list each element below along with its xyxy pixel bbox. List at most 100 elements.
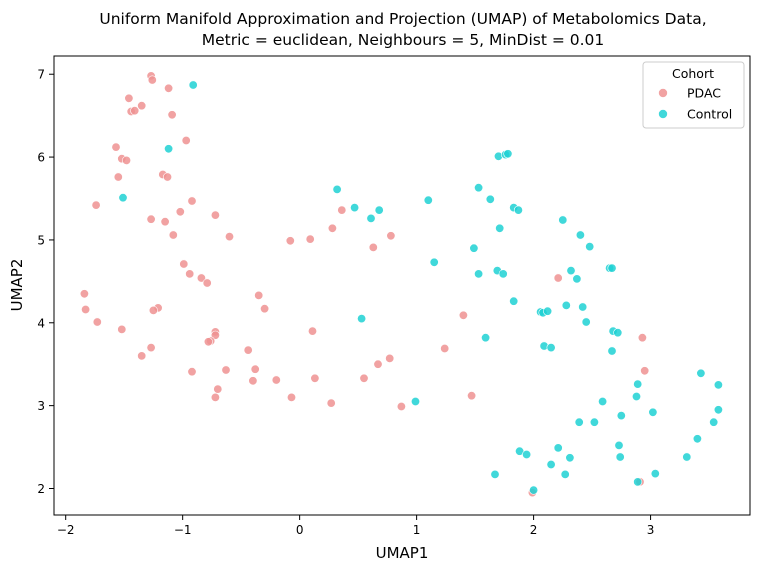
y-tick-label: 7 [37, 68, 45, 82]
point-control-43 [633, 379, 643, 389]
y-tick-label: 4 [37, 316, 45, 330]
point-pdac-28 [386, 231, 396, 241]
x-tick-label: 0 [296, 523, 304, 537]
point-pdac-54 [248, 376, 258, 386]
point-control-63 [560, 469, 570, 479]
point-control-37 [481, 333, 491, 343]
legend-label-pdac: PDAC [687, 86, 721, 101]
plot-frame [53, 55, 751, 516]
point-pdac-51 [187, 367, 197, 377]
point-pdac-53 [210, 392, 220, 402]
point-pdac-39 [92, 317, 102, 327]
point-control-48 [696, 368, 706, 378]
y-axis-ticks: 2 3 4 5 6 7 [37, 68, 54, 496]
point-control-49 [713, 380, 723, 390]
point-pdac-12 [113, 172, 123, 182]
point-pdac-3 [124, 93, 134, 103]
point-pdac-59 [385, 353, 395, 363]
point-pdac-58 [373, 359, 383, 369]
point-pdac-21 [168, 230, 178, 240]
point-pdac-15 [187, 196, 197, 206]
legend-title: Cohort [672, 66, 714, 81]
point-pdac-49 [221, 365, 231, 375]
point-pdac-32 [202, 278, 212, 288]
point-control-29 [572, 274, 582, 284]
point-pdac-23 [285, 236, 295, 246]
point-pdac-14 [163, 172, 173, 182]
point-control-57 [553, 443, 563, 453]
point-pdac-17 [175, 207, 185, 217]
point-control-15 [485, 194, 495, 204]
point-control-5 [366, 213, 376, 223]
x-tick-label: 1 [413, 523, 421, 537]
legend-marker-control [658, 109, 668, 119]
plot-area [54, 56, 750, 515]
point-control-59 [614, 440, 624, 450]
point-control-18 [558, 215, 568, 225]
point-pdac-26 [337, 205, 347, 215]
point-pdac-38 [260, 304, 270, 314]
point-control-39 [613, 328, 623, 338]
point-pdac-55 [271, 375, 281, 385]
point-control-45 [631, 391, 641, 401]
point-pdac-60 [286, 392, 296, 402]
point-pdac-50 [250, 364, 260, 374]
point-control-61 [682, 452, 692, 462]
point-pdac-40 [117, 324, 127, 334]
point-pdac-27 [368, 242, 378, 252]
legend-marker-pdac [658, 88, 668, 98]
point-pdac-2 [164, 83, 174, 93]
point-control-33 [543, 306, 553, 316]
point-pdac-37 [148, 305, 158, 315]
point-control-8 [429, 257, 439, 267]
legend-box [642, 61, 745, 129]
y-tick-label: 3 [37, 399, 45, 413]
point-control-2 [118, 193, 128, 203]
point-control-10 [410, 396, 420, 406]
point-pdac-57 [359, 373, 369, 383]
point-control-34 [561, 300, 571, 310]
point-control-17 [513, 205, 523, 215]
point-pdac-25 [327, 223, 337, 233]
point-control-65 [650, 469, 660, 479]
x-tick-label: −2 [57, 523, 75, 537]
point-control-42 [607, 346, 617, 356]
point-control-44 [598, 396, 608, 406]
point-control-62 [546, 459, 556, 469]
point-control-60 [615, 452, 625, 462]
legend: Cohort PDAC Control [642, 61, 745, 129]
point-control-54 [692, 434, 702, 444]
point-pdac-42 [210, 330, 220, 340]
point-control-22 [585, 242, 595, 252]
point-control-41 [546, 343, 556, 353]
point-pdac-1 [147, 75, 157, 85]
x-tick-label: 2 [530, 523, 538, 537]
point-pdac-7 [167, 110, 177, 120]
point-pdac-66 [553, 273, 563, 283]
point-pdac-31 [196, 273, 206, 283]
point-pdac-35 [81, 304, 91, 314]
y-tick-label: 6 [37, 151, 45, 165]
point-pdac-63 [440, 343, 450, 353]
point-control-14 [474, 183, 484, 193]
point-control-19 [495, 223, 505, 233]
point-control-47 [648, 407, 658, 417]
point-pdac-22 [225, 232, 235, 242]
point-pdac-68 [640, 366, 650, 376]
point-control-25 [498, 269, 508, 279]
point-pdac-46 [146, 343, 156, 353]
point-control-35 [578, 302, 588, 312]
x-tick-label: −1 [174, 523, 192, 537]
point-pdac-30 [185, 269, 195, 279]
point-pdac-11 [122, 155, 132, 165]
point-pdac-56 [310, 373, 320, 383]
point-pdac-16 [91, 200, 101, 210]
x-axis-label: UMAP1 [376, 544, 429, 562]
points-layer [79, 71, 723, 498]
point-control-36 [581, 317, 591, 327]
point-pdac-65 [467, 391, 477, 401]
x-axis-ticks: −2 −1 0 1 2 3 [57, 515, 654, 537]
point-pdac-67 [637, 333, 647, 343]
point-control-7 [423, 195, 433, 205]
